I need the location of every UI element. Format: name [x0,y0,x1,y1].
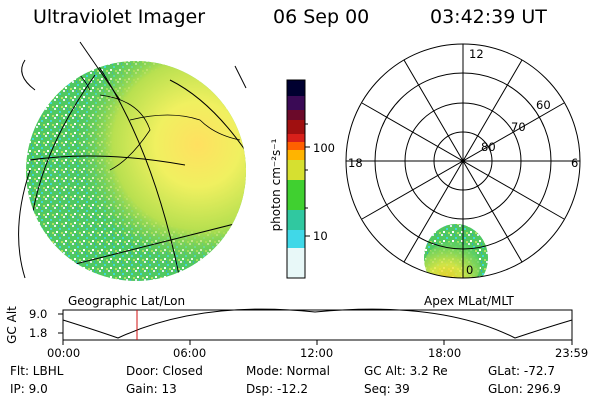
altitude-xtick-0600: 06:00 [173,346,207,360]
mlt-label-0: 0 [466,263,474,277]
altitude-ytick-min: 1.8 [29,326,48,340]
geo-glow [26,61,246,281]
colorbar-tick-100: 100 [313,141,335,155]
glon-info: GLon: 296.9 [488,382,561,396]
door-info: Door: Closed [126,364,203,378]
mlt-label-6: 6 [571,156,579,170]
altitude-xtick-2359: 23:59 [555,346,589,360]
altitude-xtick-0000: 00:00 [47,346,81,360]
mlat-label-70: 70 [511,120,526,134]
seq-info: Seq: 39 [364,382,410,396]
time-label: 03:42:39 UT [430,6,547,28]
ip-info: IP: 9.0 [10,382,48,396]
altitude-plot-frame [62,309,573,341]
altitude-xtick-1200: 12:00 [300,346,334,360]
gain-info: Gain: 13 [126,382,177,396]
mode-info: Mode: Normal [246,364,330,378]
altitude-ytick-max: 9.0 [29,307,48,321]
geo-map [18,41,247,281]
mlt-label-12: 12 [469,47,484,61]
geo-map-label: Geographic Lat/Lon [68,294,186,308]
colorbar [286,79,310,279]
app-title: Ultraviolet Imager [33,6,206,28]
dsp-info: Dsp: -12.2 [246,382,309,396]
polar-map [345,43,581,279]
mlat-label-60: 60 [536,98,551,112]
gc-alt-info: GC Alt: 3.2 Re [364,364,448,378]
colorbar-tick-10: 10 [313,229,328,243]
altitude-ylabel: GC Alt [5,306,19,344]
altitude-xtick-1800: 18:00 [428,346,462,360]
filter-info: Flt: LBHL [10,364,64,378]
colorbar-unit-label: photon cm⁻²s⁻¹ [269,138,283,232]
glat-info: GLat: -72.7 [488,364,555,378]
altitude-curve [62,308,573,339]
polar-aurora-glow [424,242,480,278]
mlt-label-18: 18 [348,156,363,170]
polar-map-label: Apex MLat/MLT [424,294,514,308]
date-label: 06 Sep 00 [273,6,370,28]
altitude-plot [58,308,573,345]
mlat-label-80: 80 [481,140,496,154]
